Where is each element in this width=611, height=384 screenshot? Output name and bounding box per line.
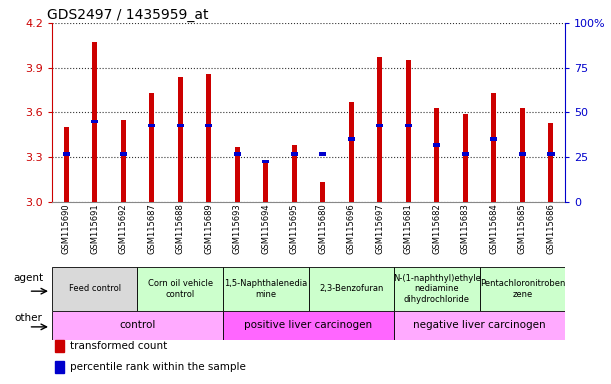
Bar <box>263 161 268 202</box>
Bar <box>148 124 155 127</box>
Bar <box>519 152 526 156</box>
Bar <box>462 152 469 156</box>
Bar <box>394 267 480 311</box>
Bar <box>520 108 525 202</box>
Bar <box>235 147 240 202</box>
Bar <box>178 77 183 202</box>
Bar <box>291 152 298 156</box>
Text: control: control <box>119 320 156 331</box>
Text: N-(1-naphthyl)ethyle
nediamine
dihydrochloride: N-(1-naphthyl)ethyle nediamine dihydroch… <box>393 274 481 304</box>
Bar <box>548 123 554 202</box>
Bar <box>54 340 64 352</box>
Bar <box>377 57 382 202</box>
Bar <box>433 143 441 147</box>
Text: 1,5-Naphthalenedia
mine: 1,5-Naphthalenedia mine <box>224 279 307 299</box>
Bar <box>291 145 297 202</box>
Bar <box>149 93 155 202</box>
Bar <box>480 267 565 311</box>
Bar <box>223 267 309 311</box>
Bar <box>434 108 439 202</box>
Bar <box>376 124 384 127</box>
Bar <box>91 119 98 123</box>
Bar <box>406 60 411 202</box>
Bar <box>394 311 565 340</box>
Bar <box>120 120 126 202</box>
Bar <box>233 152 241 156</box>
Bar <box>309 267 394 311</box>
Bar <box>205 124 213 127</box>
Text: 2,3-Benzofuran: 2,3-Benzofuran <box>319 285 384 293</box>
Bar <box>120 152 127 156</box>
Bar <box>92 42 97 202</box>
Text: negative liver carcinogen: negative liver carcinogen <box>413 320 546 331</box>
Bar <box>64 127 69 202</box>
Text: transformed count: transformed count <box>70 341 167 351</box>
Bar <box>52 267 137 311</box>
Bar <box>54 361 64 373</box>
Text: Pentachloronitroben
zene: Pentachloronitroben zene <box>480 279 565 299</box>
Bar <box>491 93 497 202</box>
Bar <box>137 267 223 311</box>
Text: percentile rank within the sample: percentile rank within the sample <box>70 362 246 372</box>
Bar <box>262 160 269 163</box>
Bar <box>463 114 468 202</box>
Bar <box>320 182 326 202</box>
Bar <box>177 124 184 127</box>
Text: positive liver carcinogen: positive liver carcinogen <box>244 320 373 331</box>
Bar <box>223 311 394 340</box>
Bar <box>490 137 497 141</box>
Text: other: other <box>15 313 43 323</box>
Bar <box>52 311 223 340</box>
Text: Corn oil vehicle
control: Corn oil vehicle control <box>148 279 213 299</box>
Text: Feed control: Feed control <box>68 285 121 293</box>
Bar <box>547 152 555 156</box>
Bar <box>62 152 70 156</box>
Bar <box>319 152 326 156</box>
Text: GDS2497 / 1435959_at: GDS2497 / 1435959_at <box>47 8 208 22</box>
Bar <box>206 74 211 202</box>
Text: agent: agent <box>13 273 43 283</box>
Bar <box>404 124 412 127</box>
Bar <box>348 137 355 141</box>
Bar <box>349 102 354 202</box>
